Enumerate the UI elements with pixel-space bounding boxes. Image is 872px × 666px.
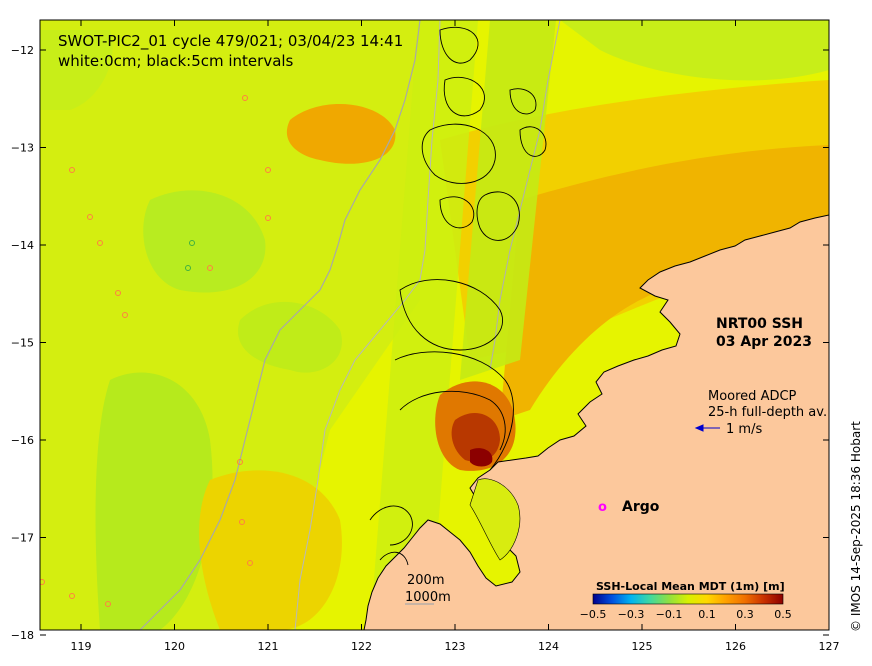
x-tick-label: 126 (725, 640, 746, 653)
swot-hotspot-dark (470, 448, 493, 467)
colorbar-title: SSH-Local Mean MDT (1m) [m] (596, 580, 785, 593)
axis-ticks (40, 20, 830, 636)
adcp-line-2: 25-h full-depth av. (708, 405, 827, 420)
colorbar-tick-label: 0.5 (774, 608, 792, 621)
title-line-2: white:0cm; black:5cm intervals (58, 52, 294, 70)
isobath-shelf (489, 20, 561, 371)
x-tick-label: 120 (164, 640, 185, 653)
plot-frame (39, 19, 830, 631)
isobath-1000m (294, 20, 441, 630)
y-tick-label: −13 (11, 142, 34, 155)
argo-markers-green (185, 240, 195, 271)
adcp-line-1: Moored ADCP (708, 389, 797, 404)
ocean-warm-patch-w (286, 103, 396, 164)
y-tick-label: −15 (11, 337, 34, 350)
y-tick-label: −16 (11, 434, 34, 447)
x-tick-label: 122 (351, 640, 372, 653)
land-kimberley (364, 215, 829, 630)
x-tick-label: 124 (538, 640, 559, 653)
ocean-cool-patch-top (40, 30, 113, 110)
colorbar-tick-label: −0.3 (618, 608, 645, 621)
adcp-scale-arrow (694, 424, 720, 432)
isobath-legend-1000: 1000m (405, 590, 451, 605)
swot-swath-east (460, 20, 556, 380)
product-line-1: NRT00 SSH (716, 316, 803, 332)
y-tick-label: −12 (11, 44, 34, 57)
argo-legend-marker: o (598, 500, 607, 515)
ocean-cool-patch-nw (143, 190, 266, 293)
argo-legend-label: Argo (622, 499, 660, 515)
king-sound (469, 478, 521, 561)
colorbar-tick-label: 0.3 (736, 608, 754, 621)
swot-hotspot-core (451, 412, 500, 462)
colorbar-ticks: −0.5 −0.3 −0.1 0.1 0.3 0.5 (580, 608, 792, 621)
title-line-1: SWOT-PIC2_01 cycle 479/021; 03/04/23 14:… (58, 32, 403, 51)
ocean-cool-patch-sw (95, 372, 213, 630)
colorbar (592, 593, 784, 605)
coastline (363, 214, 829, 630)
argo-markers (40, 95, 271, 607)
x-tick-label: 127 (819, 640, 840, 653)
x-tick-labels: 119 120 121 122 123 124 125 126 127 (71, 640, 840, 653)
y-tick-label: −14 (11, 239, 34, 252)
y-tick-labels: −12 −13 −14 −15 −16 −17 −18 (11, 44, 34, 642)
credit-text: © IMOS 14-Sep-2025 18:36 Hobart (849, 421, 863, 632)
plot-area (40, 20, 829, 630)
swot-swath-west (370, 20, 478, 630)
adcp-scale-label: 1 m/s (726, 422, 762, 437)
x-tick-label: 121 (258, 640, 279, 653)
x-tick-label: 125 (632, 640, 653, 653)
isobath-legend-200: 200m (407, 573, 444, 588)
y-tick-label: −17 (11, 532, 34, 545)
ocean-cool-patch-mid (238, 301, 342, 373)
contours-5cm (369, 26, 547, 566)
x-tick-label: 123 (445, 640, 466, 653)
y-tick-label: −18 (11, 629, 34, 642)
colorbar-tick-label: −0.1 (656, 608, 683, 621)
isobath-200m (139, 20, 421, 630)
colorbar-tick-label: 0.1 (698, 608, 716, 621)
product-line-2: 03 Apr 2023 (716, 334, 812, 350)
ocean-warm-patch-s (199, 470, 342, 630)
x-tick-label: 119 (71, 640, 92, 653)
colorbar-tick-label: −0.5 (580, 608, 607, 621)
ocean-cool-patch-ne (560, 20, 829, 81)
